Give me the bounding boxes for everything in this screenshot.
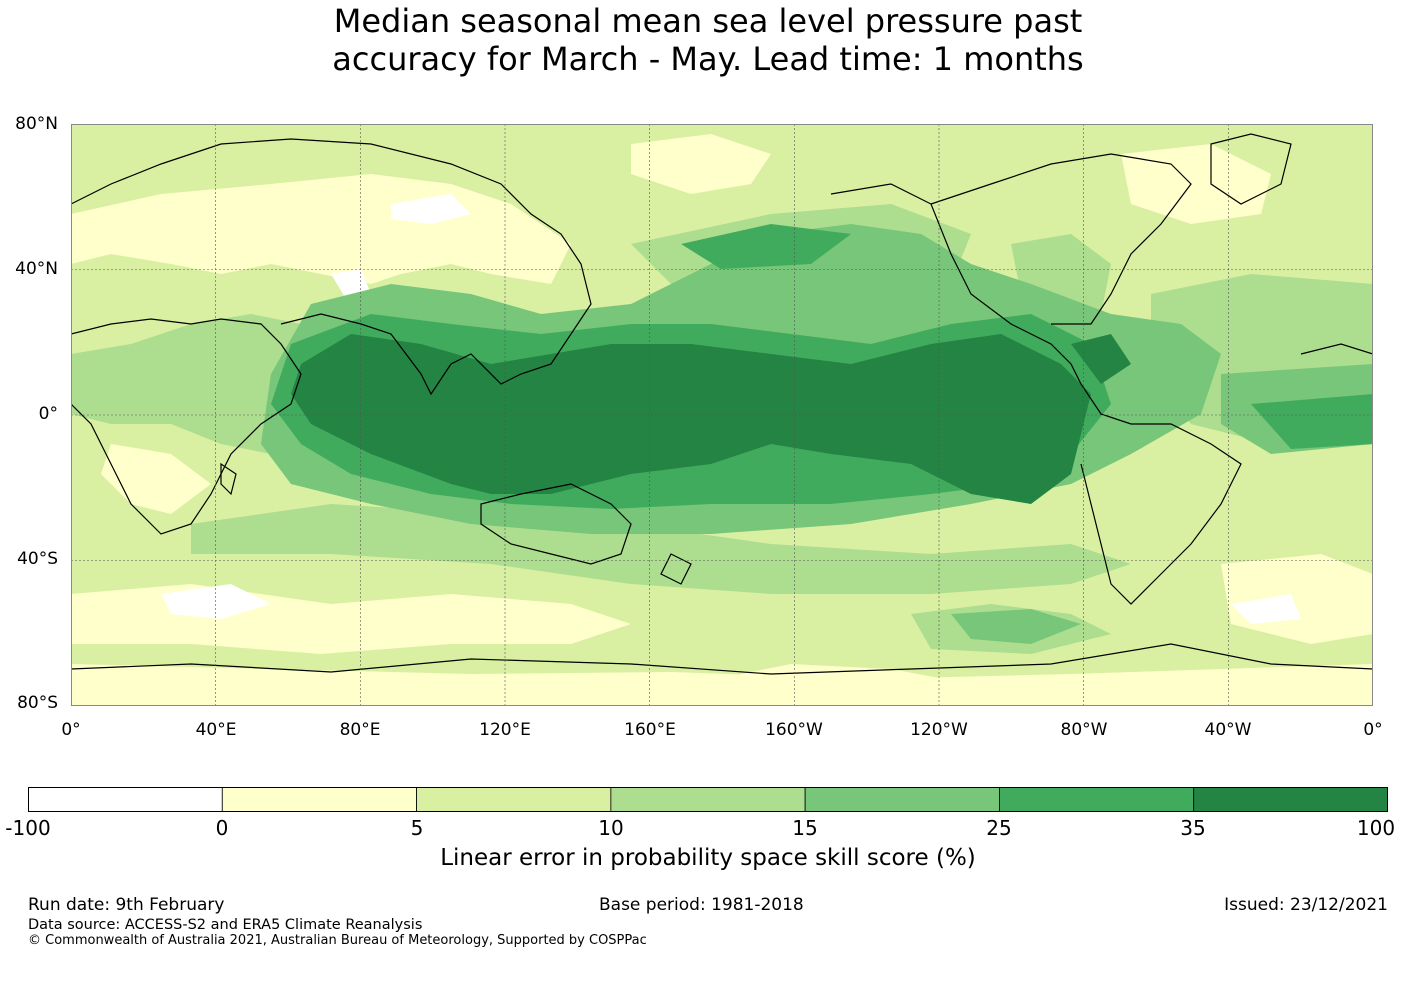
colorbar-segment-3 (610, 787, 806, 812)
lon-label-40e: 40°E (195, 720, 237, 740)
colorbar-segment-6 (1193, 787, 1388, 812)
lon-label-160w: 160°W (765, 720, 823, 740)
skill-band-35-100 (291, 334, 1131, 504)
coastlines (71, 133, 1373, 675)
colorbar-tick-1: 0 (215, 816, 229, 840)
title-line-2: accuracy for March - May. Lead time: 1 m… (332, 40, 1084, 78)
lat-label-80n: 80°N (15, 114, 58, 134)
copyright: © Commonwealth of Australia 2021, Austra… (28, 933, 647, 948)
colorbar-label: Linear error in probability space skill … (440, 845, 976, 871)
lat-label-80s: 80°S (17, 693, 58, 713)
data-source: Data source: ACCESS-S2 and ERA5 Climate … (28, 917, 423, 933)
colorbar-tick-5: 25 (986, 816, 1012, 840)
lon-label-120w: 120°W (910, 720, 968, 740)
colorbar-tick-4: 15 (792, 816, 818, 840)
colorbar-tick-7: 100 (1356, 816, 1396, 840)
title-line-1: Median seasonal mean sea level pressure … (333, 2, 1083, 40)
base-period: Base period: 1981-2018 (599, 895, 804, 915)
skill-map (71, 124, 1373, 706)
skill-map-svg (71, 124, 1373, 706)
colorbar-segment-5 (999, 787, 1195, 812)
colorbar-segment-4 (804, 787, 1000, 812)
chart-title: Median seasonal mean sea level pressure … (0, 2, 1416, 78)
lon-label-80w: 80°W (1060, 720, 1108, 740)
colorbar-segment-2 (416, 787, 612, 812)
map-gridlines (71, 124, 1373, 706)
colorbar-tick-3: 10 (598, 816, 624, 840)
map-frame (71, 124, 1373, 706)
lon-label-0-left: 0° (61, 720, 81, 740)
lat-label-40s: 40°S (17, 549, 58, 569)
lat-label-40n: 40°N (15, 259, 58, 279)
colorbar-tick-0: -100 (5, 816, 51, 840)
lon-label-0-right: 0° (1363, 720, 1383, 740)
lon-label-160e: 160°E (624, 720, 676, 740)
colorbar-frame (28, 787, 1388, 812)
lon-label-40w: 40°W (1204, 720, 1252, 740)
colorbar (28, 787, 1388, 812)
colorbar-segment-0 (28, 787, 223, 812)
run-date: Run date: 9th February (28, 895, 225, 915)
lon-label-80e: 80°E (339, 720, 381, 740)
colorbar-tick-6: 35 (1180, 816, 1206, 840)
issued-date: Issued: 23/12/2021 (1224, 895, 1388, 915)
lat-label-0: 0° (38, 404, 58, 424)
colorbar-segments (28, 787, 1388, 812)
colorbar-tick-2: 5 (410, 816, 424, 840)
lon-label-120e: 120°E (479, 720, 531, 740)
colorbar-segment-1 (221, 787, 417, 812)
